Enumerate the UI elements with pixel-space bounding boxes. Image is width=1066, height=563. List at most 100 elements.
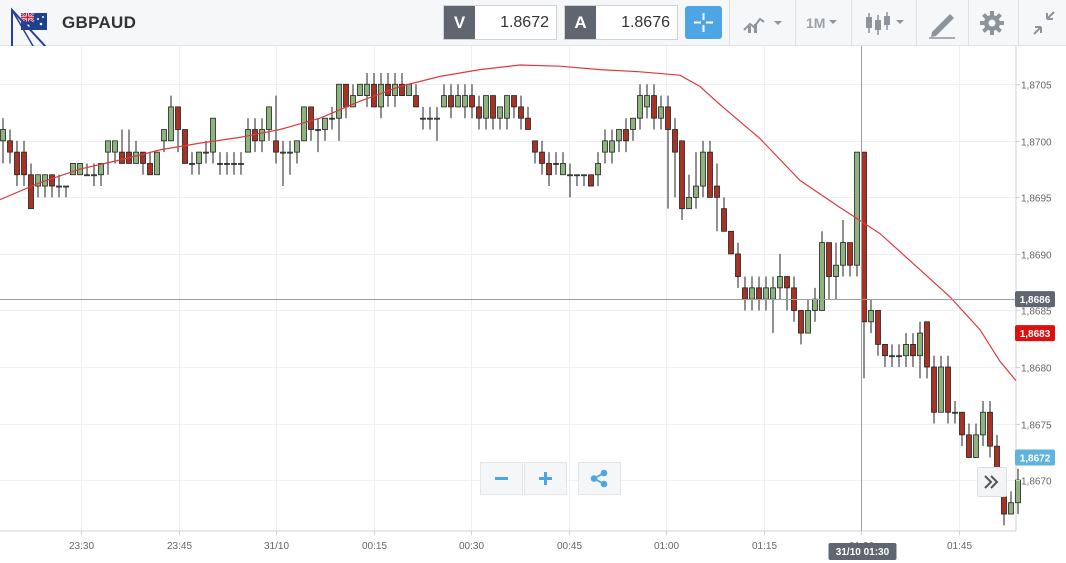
- candle: [581, 174, 587, 187]
- candle: [266, 106, 272, 141]
- candle: [280, 140, 286, 187]
- candle: [714, 163, 720, 232]
- candle-body: [322, 117, 328, 130]
- candle: [490, 95, 496, 130]
- scroll-to-latest-button[interactable]: [977, 467, 1007, 497]
- candle: [679, 140, 685, 220]
- x-tick-label: 31/10: [264, 541, 289, 552]
- candle: [448, 84, 454, 119]
- candle-body: [203, 151, 209, 154]
- candle: [175, 106, 181, 153]
- candle: [196, 151, 202, 175]
- candle-body: [973, 434, 979, 458]
- candle: [833, 242, 839, 300]
- candle-body: [861, 151, 867, 323]
- candle-body: [868, 310, 874, 323]
- candle-body: [959, 411, 965, 436]
- candle: [364, 72, 370, 107]
- candle: [574, 174, 580, 187]
- moving-average-line: [0, 64, 1017, 381]
- candle-body: [875, 310, 881, 345]
- minus-icon: [495, 477, 508, 480]
- candle-body: [70, 163, 76, 176]
- candle-body: [378, 83, 384, 108]
- candle: [287, 140, 293, 175]
- candle: [518, 95, 524, 130]
- candle: [889, 344, 895, 368]
- candle: [329, 106, 335, 130]
- price-axis: 1,8705 1,8700 1,8695 1,8690 1,8685 1,8680 1,86…: [1016, 81, 1052, 488]
- candle-body: [329, 117, 335, 120]
- candlestick-icon: [866, 12, 904, 35]
- candle-body: [105, 140, 111, 153]
- drawing-tools-button[interactable]: [920, 0, 964, 46]
- candle-body: [602, 140, 608, 153]
- bid-price-box[interactable]: V 1.8672: [443, 5, 557, 40]
- candle: [140, 151, 146, 175]
- candle: [777, 253, 783, 300]
- candle-body: [21, 151, 27, 176]
- candle: [819, 231, 825, 311]
- timeframe-label: 1M: [806, 15, 826, 31]
- chart-type-button[interactable]: [856, 0, 912, 46]
- candle-body: [546, 163, 552, 176]
- candle-body: [665, 106, 671, 130]
- share-button[interactable]: [578, 462, 621, 495]
- candle-body: [217, 163, 223, 165]
- candle-body: [266, 106, 272, 130]
- candle: [693, 152, 699, 209]
- zoom-in-button[interactable]: [524, 462, 567, 495]
- candle-body: [511, 95, 517, 108]
- candle-body: [847, 242, 853, 266]
- candle: [259, 118, 265, 153]
- candle-body: [938, 366, 944, 413]
- candle: [637, 84, 643, 130]
- y-tick-label: 1,8700: [1021, 138, 1052, 149]
- symbol-title[interactable]: GBPAUD: [62, 13, 137, 32]
- candle-body: [98, 163, 104, 176]
- candle-body: [637, 95, 643, 119]
- candle: [952, 400, 958, 424]
- crosshair-button[interactable]: [685, 6, 722, 39]
- collapse-icon: [1033, 11, 1055, 35]
- share-icon: [590, 469, 608, 488]
- candle: [665, 95, 671, 209]
- indicators-button[interactable]: [740, 0, 788, 46]
- candle-body: [854, 151, 860, 266]
- candle: [14, 140, 20, 187]
- candle-body: [308, 106, 314, 130]
- candle-body: [812, 298, 818, 311]
- candle-body: [987, 411, 993, 447]
- candle: [483, 95, 489, 130]
- timeframe-button[interactable]: [796, 0, 848, 46]
- candle-body: [392, 83, 398, 96]
- candle-body: [693, 185, 699, 198]
- candle: [273, 95, 279, 164]
- candle-body: [735, 253, 741, 277]
- candle: [91, 163, 97, 187]
- candle: [847, 242, 853, 277]
- candle-body: [28, 174, 34, 210]
- ask-price-box[interactable]: A 1.8676: [564, 5, 678, 40]
- candle: [973, 423, 979, 458]
- candle: [980, 400, 986, 447]
- crosshair-icon: [694, 13, 713, 32]
- candle: [224, 152, 230, 175]
- candle: [301, 106, 307, 142]
- candle: [427, 106, 433, 130]
- zoom-out-button[interactable]: [480, 462, 523, 495]
- candle: [532, 140, 538, 164]
- candle: [147, 152, 153, 176]
- candle: [630, 117, 636, 141]
- candle: [161, 129, 167, 153]
- candle-body: [518, 106, 524, 119]
- candle: [105, 140, 111, 175]
- candle: [217, 152, 223, 175]
- settings-button[interactable]: [972, 0, 1012, 46]
- candle-body: [434, 117, 440, 120]
- candle-body: [189, 163, 195, 165]
- candle-body: [525, 117, 531, 130]
- candle-body: [903, 343, 909, 357]
- collapse-button[interactable]: [1022, 0, 1066, 46]
- candle-body: [35, 174, 41, 187]
